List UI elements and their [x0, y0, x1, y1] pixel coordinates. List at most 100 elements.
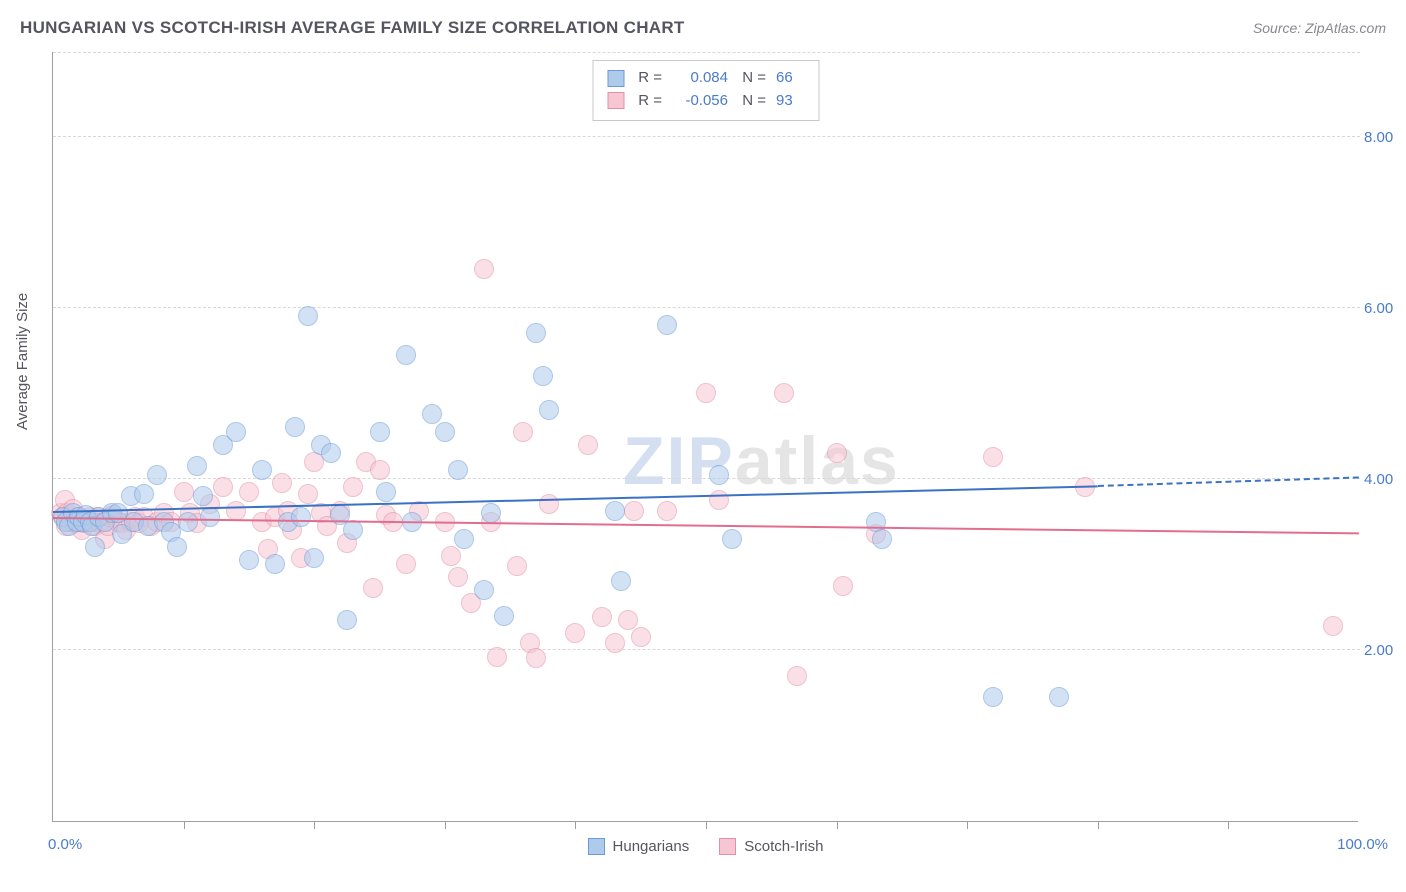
data-point — [533, 366, 553, 386]
x-tick — [314, 821, 315, 829]
x-tick — [445, 821, 446, 829]
grid-line — [53, 52, 1360, 53]
legend-swatch-scotch-irish — [719, 838, 736, 855]
data-point — [376, 482, 396, 502]
x-axis-max-label: 100.0% — [1337, 836, 1388, 853]
data-point — [321, 443, 341, 463]
data-point — [618, 610, 638, 630]
x-tick — [967, 821, 968, 829]
trend-line — [53, 517, 1359, 534]
data-point — [481, 503, 501, 523]
legend-item-hungarians: Hungarians — [588, 838, 690, 855]
data-point — [396, 345, 416, 365]
x-tick — [837, 821, 838, 829]
data-point — [370, 422, 390, 442]
data-point — [983, 447, 1003, 467]
data-point — [487, 647, 507, 667]
data-point — [631, 627, 651, 647]
legend-label: Hungarians — [613, 838, 690, 855]
data-point — [265, 554, 285, 574]
data-point — [441, 546, 461, 566]
data-point — [448, 567, 468, 587]
data-point — [507, 556, 527, 576]
data-point — [624, 501, 644, 521]
data-point — [213, 477, 233, 497]
watermark-suffix: atlas — [735, 423, 900, 499]
data-point — [474, 580, 494, 600]
data-point — [178, 512, 198, 532]
legend-item-scotch-irish: Scotch-Irish — [719, 838, 823, 855]
stats-row-scotch-irish: R = -0.056 N = 93 — [607, 90, 804, 113]
grid-line — [53, 136, 1360, 137]
data-point — [448, 460, 468, 480]
data-point — [827, 443, 847, 463]
data-point — [134, 484, 154, 504]
grid-line — [53, 307, 1360, 308]
data-point — [343, 477, 363, 497]
grid-line — [53, 649, 1360, 650]
data-point — [239, 550, 259, 570]
data-point — [872, 529, 892, 549]
x-tick — [184, 821, 185, 829]
x-tick — [575, 821, 576, 829]
data-point — [657, 315, 677, 335]
data-point — [539, 494, 559, 514]
n-value: 93 — [776, 90, 804, 113]
y-tick-label: 4.00 — [1364, 471, 1406, 488]
data-point — [252, 460, 272, 480]
data-point — [363, 578, 383, 598]
data-point — [298, 306, 318, 326]
data-point — [774, 383, 794, 403]
data-point — [539, 400, 559, 420]
data-point — [578, 435, 598, 455]
data-point — [193, 486, 213, 506]
data-point — [167, 537, 187, 557]
x-tick — [1098, 821, 1099, 829]
data-point — [337, 610, 357, 630]
data-point — [657, 501, 677, 521]
data-point — [422, 404, 442, 424]
r-value: -0.056 — [672, 90, 728, 113]
data-point — [696, 383, 716, 403]
scatter-plot-area: ZIPatlas R = 0.084 N = 66 R = -0.056 N =… — [52, 52, 1358, 822]
y-tick-label: 6.00 — [1364, 300, 1406, 317]
data-point — [343, 520, 363, 540]
swatch-hungarians — [607, 70, 624, 87]
r-label: R = — [634, 90, 662, 113]
data-point — [709, 490, 729, 510]
data-point — [833, 576, 853, 596]
legend-label: Scotch-Irish — [744, 838, 823, 855]
data-point — [592, 607, 612, 627]
data-point — [285, 417, 305, 437]
data-point — [298, 484, 318, 504]
data-point — [605, 501, 625, 521]
data-point — [174, 482, 194, 502]
data-point — [226, 422, 246, 442]
chart-header: HUNGARIAN VS SCOTCH-IRISH AVERAGE FAMILY… — [20, 18, 1386, 38]
y-tick-label: 8.00 — [1364, 129, 1406, 146]
data-point — [272, 473, 292, 493]
legend: Hungarians Scotch-Irish — [53, 838, 1358, 855]
grid-line — [53, 478, 1360, 479]
r-value: 0.084 — [672, 67, 728, 90]
data-point — [239, 482, 259, 502]
data-point — [526, 648, 546, 668]
x-tick — [1228, 821, 1229, 829]
swatch-scotch-irish — [607, 92, 624, 109]
legend-swatch-hungarians — [588, 838, 605, 855]
chart-title: HUNGARIAN VS SCOTCH-IRISH AVERAGE FAMILY… — [20, 18, 685, 38]
x-axis-min-label: 0.0% — [48, 836, 82, 853]
data-point — [611, 571, 631, 591]
n-label: N = — [738, 67, 766, 90]
y-axis-label: Average Family Size — [14, 293, 31, 430]
r-label: R = — [634, 67, 662, 90]
x-tick — [706, 821, 707, 829]
data-point — [396, 554, 416, 574]
watermark: ZIPatlas — [623, 422, 900, 500]
data-point — [722, 529, 742, 549]
data-point — [709, 465, 729, 485]
data-point — [474, 259, 494, 279]
data-point — [435, 422, 455, 442]
data-point — [304, 548, 324, 568]
n-label: N = — [738, 90, 766, 113]
